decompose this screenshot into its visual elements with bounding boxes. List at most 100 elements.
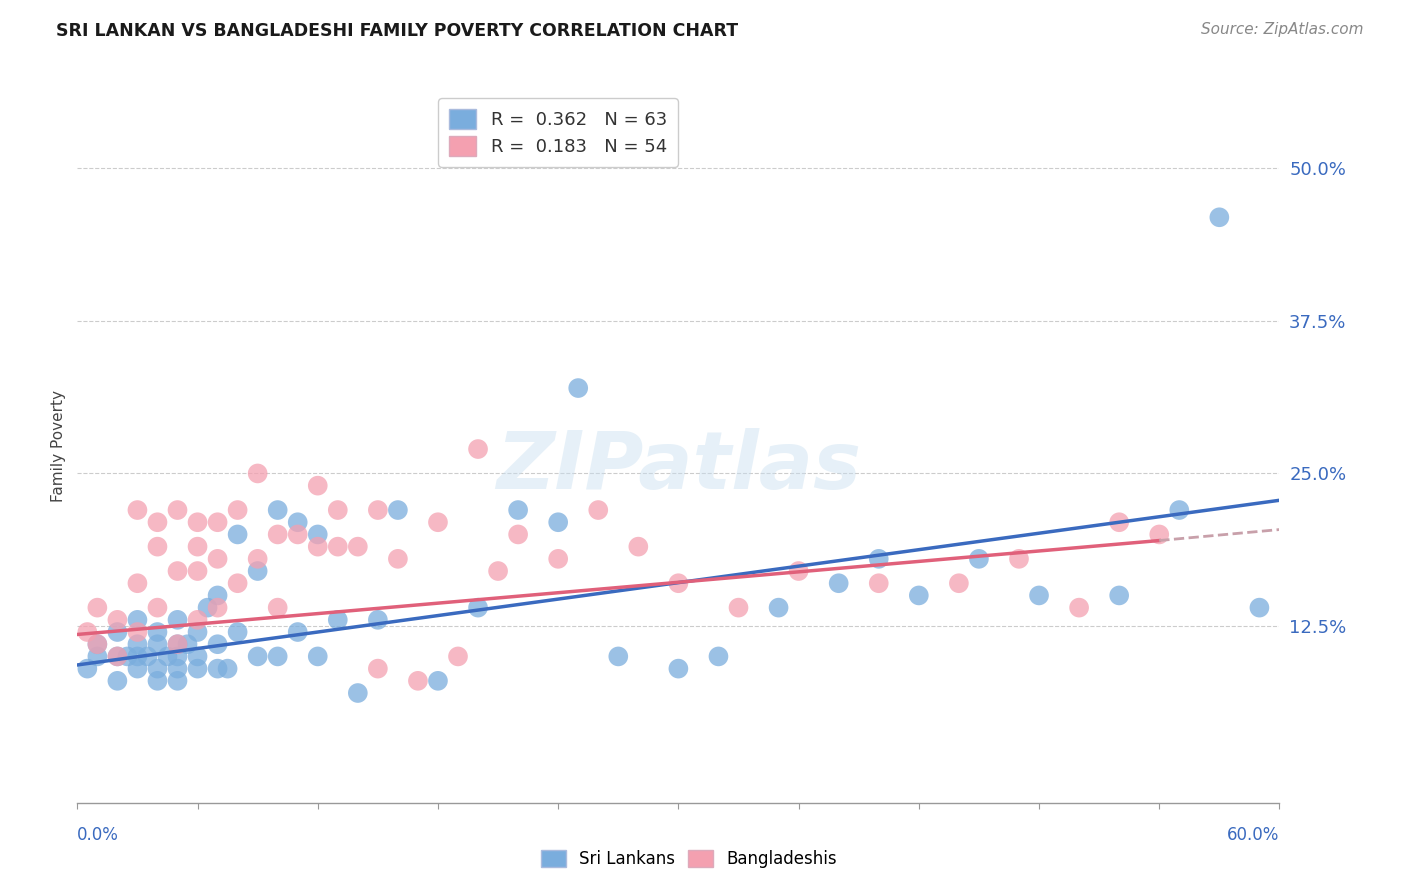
Point: [207, 589, 229, 603]
Point: [187, 564, 209, 578]
Point: [127, 576, 149, 591]
Point: [107, 613, 129, 627]
Text: 0.0%: 0.0%: [77, 826, 120, 844]
Point: [207, 662, 229, 676]
Point: [307, 649, 329, 664]
Point: [868, 576, 890, 591]
Legend: R =  0.362   N = 63, R =  0.183   N = 54: R = 0.362 N = 63, R = 0.183 N = 54: [439, 98, 678, 167]
Point: [787, 564, 810, 578]
Point: [166, 564, 188, 578]
Text: 60.0%: 60.0%: [1227, 826, 1279, 844]
Point: [86, 637, 108, 651]
Point: [387, 551, 409, 566]
Point: [508, 503, 530, 517]
Point: [207, 515, 229, 529]
Point: [427, 673, 450, 688]
Point: [226, 576, 249, 591]
Point: [367, 613, 389, 627]
Point: [547, 551, 569, 566]
Point: [367, 662, 389, 676]
Point: [246, 467, 269, 481]
Point: [828, 576, 851, 591]
Point: [146, 662, 169, 676]
Point: [127, 613, 149, 627]
Point: [1108, 515, 1130, 529]
Point: [226, 625, 249, 640]
Point: [347, 686, 370, 700]
Point: [217, 662, 239, 676]
Point: [127, 662, 149, 676]
Point: [146, 625, 169, 640]
Text: ZIPatlas: ZIPatlas: [496, 428, 860, 507]
Point: [627, 540, 650, 554]
Point: [166, 662, 188, 676]
Point: [387, 503, 409, 517]
Point: [187, 540, 209, 554]
Point: [1208, 211, 1230, 225]
Point: [948, 576, 970, 591]
Point: [207, 551, 229, 566]
Text: SRI LANKAN VS BANGLADESHI FAMILY POVERTY CORRELATION CHART: SRI LANKAN VS BANGLADESHI FAMILY POVERTY…: [56, 22, 738, 40]
Point: [727, 600, 749, 615]
Point: [967, 551, 990, 566]
Point: [1149, 527, 1171, 541]
Y-axis label: Family Poverty: Family Poverty: [51, 390, 66, 502]
Point: [287, 625, 309, 640]
Point: [447, 649, 470, 664]
Point: [107, 673, 129, 688]
Point: [307, 540, 329, 554]
Point: [166, 503, 188, 517]
Point: [86, 649, 108, 664]
Point: [567, 381, 589, 395]
Point: [267, 649, 290, 664]
Point: [76, 625, 98, 640]
Point: [136, 649, 159, 664]
Point: [908, 589, 931, 603]
Point: [166, 637, 188, 651]
Point: [1008, 551, 1031, 566]
Point: [207, 600, 229, 615]
Point: [267, 527, 290, 541]
Point: [146, 600, 169, 615]
Point: [326, 613, 349, 627]
Point: [406, 673, 429, 688]
Point: [146, 540, 169, 554]
Point: [187, 625, 209, 640]
Point: [127, 637, 149, 651]
Point: [146, 673, 169, 688]
Point: [146, 637, 169, 651]
Point: [668, 662, 690, 676]
Point: [207, 637, 229, 651]
Point: [187, 515, 209, 529]
Point: [607, 649, 630, 664]
Point: [1249, 600, 1271, 615]
Point: [467, 600, 489, 615]
Point: [267, 600, 290, 615]
Point: [146, 515, 169, 529]
Point: [176, 637, 198, 651]
Point: [326, 540, 349, 554]
Point: [166, 613, 188, 627]
Point: [246, 649, 269, 664]
Point: [307, 478, 329, 492]
Point: [246, 564, 269, 578]
Point: [1028, 589, 1050, 603]
Point: [107, 625, 129, 640]
Point: [707, 649, 730, 664]
Point: [86, 600, 108, 615]
Point: [187, 613, 209, 627]
Point: [187, 649, 209, 664]
Point: [127, 503, 149, 517]
Point: [156, 649, 179, 664]
Point: [197, 600, 219, 615]
Point: [86, 637, 108, 651]
Point: [367, 503, 389, 517]
Point: [1069, 600, 1091, 615]
Point: [547, 515, 569, 529]
Point: [127, 625, 149, 640]
Point: [127, 649, 149, 664]
Point: [287, 527, 309, 541]
Point: [107, 649, 129, 664]
Point: [287, 515, 309, 529]
Point: [166, 673, 188, 688]
